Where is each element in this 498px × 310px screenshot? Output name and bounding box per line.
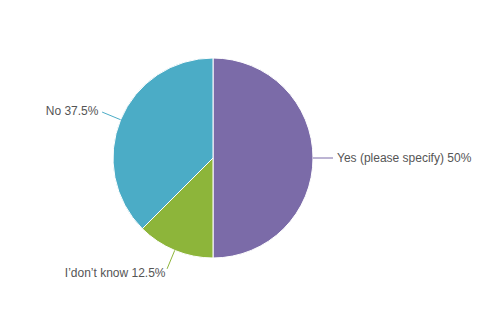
svg-text:No 37.5%: No 37.5%: [46, 104, 99, 118]
svg-text:I’don’t know 12.5%: I’don’t know 12.5%: [65, 266, 166, 280]
svg-text:Yes (please specify) 50%: Yes (please specify) 50%: [337, 151, 472, 165]
